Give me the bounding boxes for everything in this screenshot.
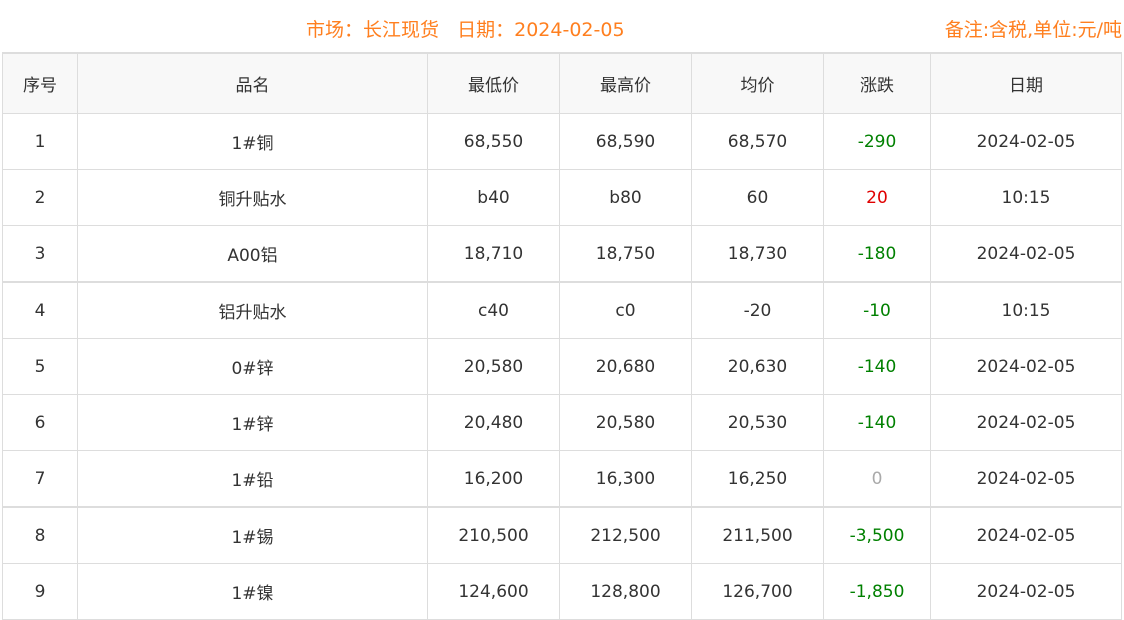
table-row: 9 1#镍 124,600 128,800 126,700 -1,850 2024-02-0… (2, 563, 1122, 620)
column-header: 序号 (2, 52, 78, 114)
cell-avg: 16,250 (691, 450, 824, 508)
cell-no: 9 (2, 563, 78, 620)
cell-high: 212,500 (559, 506, 692, 564)
cell-avg: 60 (691, 169, 824, 226)
cell-change: -140 (823, 338, 931, 395)
cell-date: 2024-02-05 (930, 338, 1122, 395)
cell-name: 铝升贴水 (77, 281, 428, 339)
cell-avg: 126,700 (691, 563, 824, 620)
column-header: 最低价 (427, 52, 560, 114)
cell-low: 124,600 (427, 563, 560, 620)
cell-name: 铜升贴水 (77, 169, 428, 226)
cell-no: 4 (2, 281, 78, 339)
price-table: 序号 品名 最低价 最高价 均价 涨跌 日期 1 1#铜 68,550 68,590 68,570-… (2, 52, 1122, 620)
cell-name: 1#铜 (77, 113, 428, 170)
cell-low: 16,200 (427, 450, 560, 508)
cell-name: A00铝 (77, 225, 428, 283)
table-row: 5 0#锌 20,580 20,680 20,630 -140 2024-02-05 (2, 338, 1122, 395)
column-header: 涨跌 (823, 52, 931, 114)
cell-name: 1#锡 (77, 506, 428, 564)
cell-date: 2024-02-05 (930, 394, 1122, 451)
cell-high: 20,580 (559, 394, 692, 451)
cell-no: 6 (2, 394, 78, 451)
table-row: 6 1#锌 20,480 20,580 20,530 -140 2024-02-05 (2, 394, 1122, 451)
cell-name: 1#镍 (77, 563, 428, 620)
cell-change: 0 (823, 450, 931, 508)
cell-change: -290 (823, 113, 931, 170)
cell-date: 10:15 (930, 169, 1122, 226)
cell-low: 20,580 (427, 338, 560, 395)
cell-low: 18,710 (427, 225, 560, 283)
cell-name: 1#铅 (77, 450, 428, 508)
column-header: 日期 (930, 52, 1122, 114)
table-row: 4 铝升贴水 c40 c0 -20 -10 10:15 (2, 281, 1122, 339)
cell-no: 1 (2, 113, 78, 170)
cell-avg: 20,630 (691, 338, 824, 395)
cell-low: c40 (427, 281, 560, 339)
table-row: 1 1#铜 68,550 68,590 68,570 -290 2024-02-05 (2, 113, 1122, 170)
cell-high: 20,680 (559, 338, 692, 395)
cell-date: 2024-02-05 (930, 506, 1122, 564)
cell-change: -140 (823, 394, 931, 451)
cell-low: 20,480 (427, 394, 560, 451)
cell-no: 2 (2, 169, 78, 226)
market-date-title: 市场：长江现货 日期：2024-02-05 (306, 19, 625, 41)
cell-change: -180 (823, 225, 931, 283)
cell-avg: -20 (691, 281, 824, 339)
cell-change: 20 (823, 169, 931, 226)
cell-date: 2024-02-05 (930, 450, 1122, 508)
header: 市场：长江现货 日期：2024-02-05 备注:含税,单位:元/吨 (0, 0, 1124, 52)
cell-high: 128,800 (559, 563, 692, 620)
column-header: 均价 (691, 52, 824, 114)
cell-low: b40 (427, 169, 560, 226)
cell-date: 2024-02-05 (930, 113, 1122, 170)
column-header: 最高价 (559, 52, 692, 114)
table-header-row: 序号 品名 最低价 最高价 均价 涨跌 日期 (2, 52, 1122, 114)
cell-change: -3,500 (823, 506, 931, 564)
table-row: 2 铜升贴水 b40 b80 60 20 10:15 (2, 169, 1122, 226)
table-row: 3 A00铝 18,710 18,750 18,730 -180 2024-02-05 (2, 225, 1122, 283)
cell-high: b80 (559, 169, 692, 226)
cell-date: 10:15 (930, 281, 1122, 339)
cell-high: 18,750 (559, 225, 692, 283)
unit-note: 备注:含税,单位:元/吨 (944, 19, 1122, 41)
cell-name: 0#锌 (77, 338, 428, 395)
cell-low: 68,550 (427, 113, 560, 170)
cell-no: 3 (2, 225, 78, 283)
cell-avg: 20,530 (691, 394, 824, 451)
cell-change: -1,850 (823, 563, 931, 620)
cell-avg: 211,500 (691, 506, 824, 564)
cell-no: 8 (2, 506, 78, 564)
cell-date: 2024-02-05 (930, 563, 1122, 620)
cell-no: 5 (2, 338, 78, 395)
cell-high: 16,300 (559, 450, 692, 508)
column-header: 品名 (77, 52, 428, 114)
table-row: 7 1#铅 16,200 16,300 16,250 0 2024-02-05 (2, 450, 1122, 508)
cell-avg: 18,730 (691, 225, 824, 283)
cell-name: 1#锌 (77, 394, 428, 451)
cell-high: 68,590 (559, 113, 692, 170)
cell-no: 7 (2, 450, 78, 508)
cell-high: c0 (559, 281, 692, 339)
cell-change: -10 (823, 281, 931, 339)
table-row: 8 1#锡 210,500 212,500 211,500 -3,500 2024-02-0… (2, 506, 1122, 564)
cell-avg: 68,570 (691, 113, 824, 170)
cell-date: 2024-02-05 (930, 225, 1122, 283)
cell-low: 210,500 (427, 506, 560, 564)
